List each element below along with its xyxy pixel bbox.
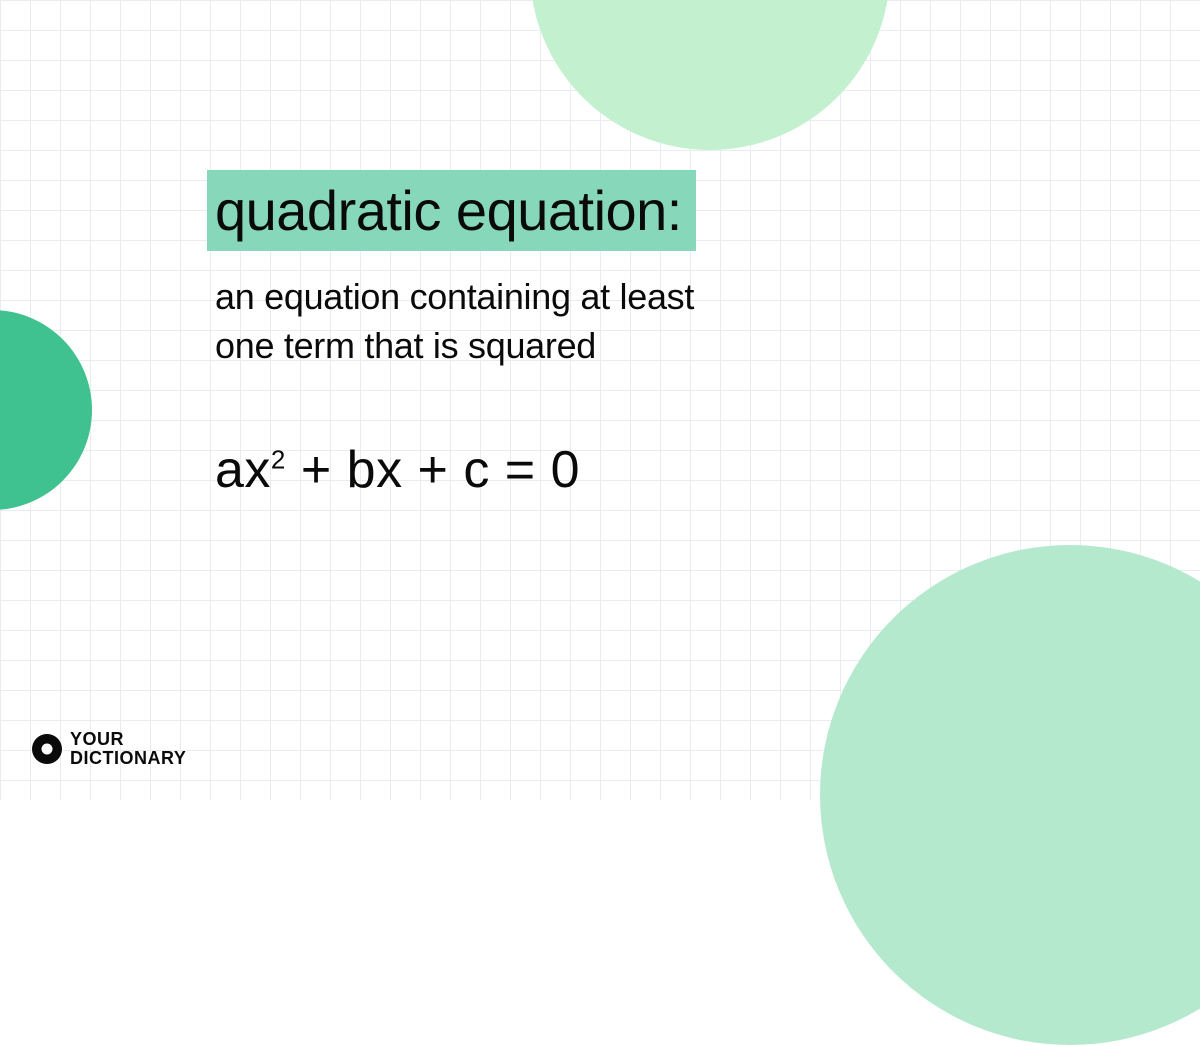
logo-text: YOUR DICTIONARY: [70, 730, 186, 768]
main-content: quadratic equation: an equation containi…: [215, 170, 696, 500]
logo-line-2: DICTIONARY: [70, 749, 186, 768]
definition-line-1: an equation containing at least: [215, 276, 694, 317]
logo-icon: [32, 734, 62, 764]
title-highlight: quadratic equation:: [207, 170, 696, 251]
brand-logo: YOUR DICTIONARY: [32, 730, 186, 768]
definition-text: an equation containing at least one term…: [215, 273, 696, 370]
definition-line-2: one term that is squared: [215, 325, 596, 366]
term-title: quadratic equation:: [215, 179, 682, 242]
logo-line-1: YOUR: [70, 730, 186, 749]
formula-text: ax2 + bx + c = 0: [215, 440, 696, 500]
